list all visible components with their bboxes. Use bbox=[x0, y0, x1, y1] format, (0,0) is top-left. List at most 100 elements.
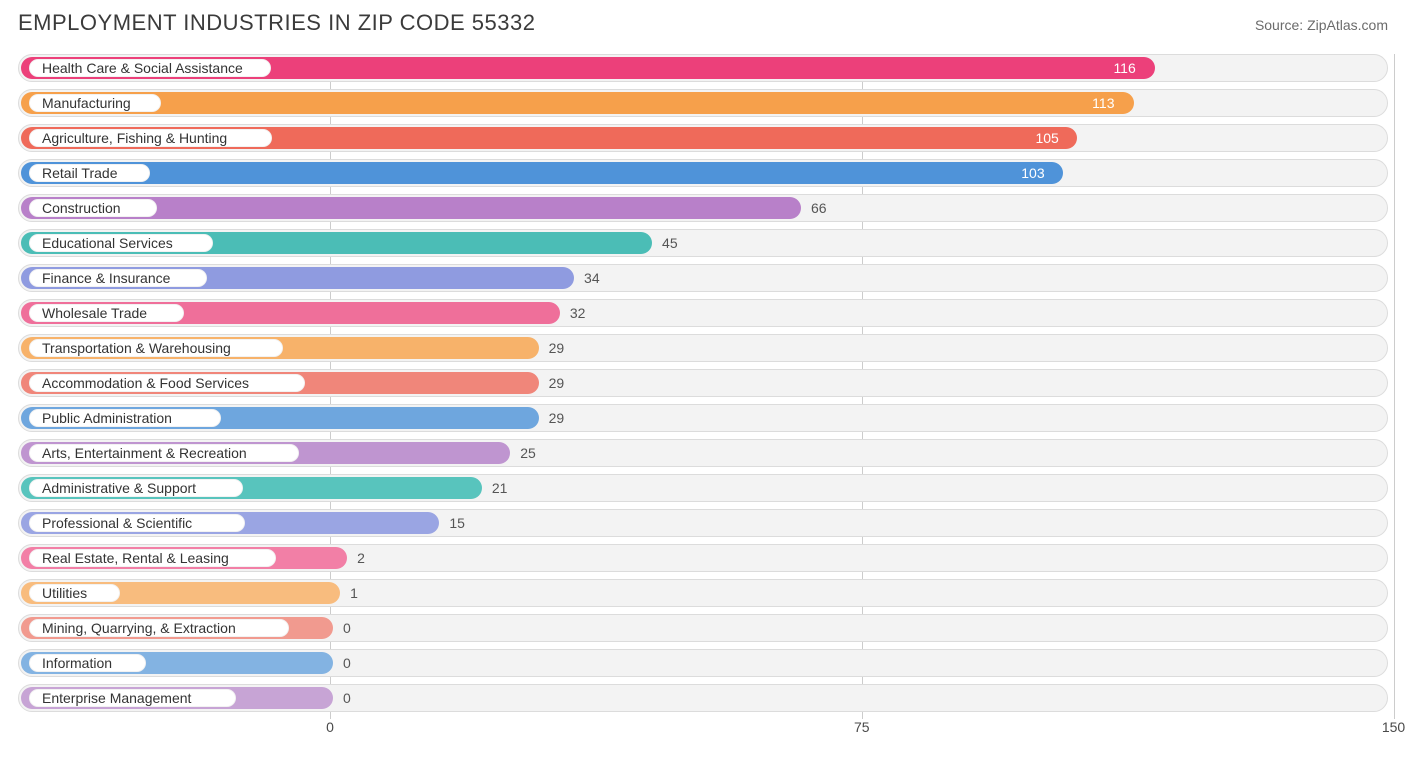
bar-row: Wholesale Trade 32 bbox=[18, 299, 1388, 327]
bar-label-pill: Public Administration bbox=[29, 409, 221, 427]
chart-title: EMPLOYMENT INDUSTRIES IN ZIP CODE 55332 bbox=[18, 10, 536, 36]
bar-row-inner: Construction bbox=[19, 195, 1387, 221]
bar bbox=[21, 92, 1134, 114]
header: EMPLOYMENT INDUSTRIES IN ZIP CODE 55332 … bbox=[18, 10, 1388, 36]
bar-value: 29 bbox=[549, 370, 565, 396]
bar-value: 0 bbox=[343, 650, 351, 676]
bar-label: Information bbox=[42, 655, 112, 671]
bar-value: 25 bbox=[520, 440, 536, 466]
bar-row: Manufacturing 113 bbox=[18, 89, 1388, 117]
bar-label: Public Administration bbox=[42, 410, 172, 426]
bar-label-pill: Construction bbox=[29, 199, 157, 217]
bar-value: 32 bbox=[570, 300, 586, 326]
bar-row-inner: Health Care & Social Assistance bbox=[19, 55, 1387, 81]
bar-value: 21 bbox=[492, 475, 508, 501]
bar-label-pill: Retail Trade bbox=[29, 164, 150, 182]
bar-label: Transportation & Warehousing bbox=[42, 340, 231, 356]
bar-row-inner: Accommodation & Food Services bbox=[19, 370, 1387, 396]
bar-row: Real Estate, Rental & Leasing 2 bbox=[18, 544, 1388, 572]
bar-row: Agriculture, Fishing & Hunting 105 bbox=[18, 124, 1388, 152]
x-axis-tick: 0 bbox=[326, 719, 334, 735]
bar-row: Transportation & Warehousing 29 bbox=[18, 334, 1388, 362]
bar-row: Accommodation & Food Services 29 bbox=[18, 369, 1388, 397]
bar-row: Health Care & Social Assistance116 bbox=[18, 54, 1388, 82]
bar-row: Public Administration 29 bbox=[18, 404, 1388, 432]
bar-label: Agriculture, Fishing & Hunting bbox=[42, 130, 227, 146]
bar-label: Educational Services bbox=[42, 235, 173, 251]
bar-row-inner: Enterprise Management bbox=[19, 685, 1387, 711]
bar-label-pill: Manufacturing bbox=[29, 94, 161, 112]
bar-value: 15 bbox=[449, 510, 465, 536]
bar-row: Finance & Insurance 34 bbox=[18, 264, 1388, 292]
bar-label: Utilities bbox=[42, 585, 87, 601]
bar-row: Arts, Entertainment & Recreation 25 bbox=[18, 439, 1388, 467]
bar-value: 0 bbox=[343, 615, 351, 641]
employment-bar-chart: Health Care & Social Assistance116 Manufa… bbox=[18, 54, 1388, 743]
bar-row: Enterprise Management 0 bbox=[18, 684, 1388, 712]
x-axis-tick: 150 bbox=[1382, 719, 1405, 735]
bar-value: 0 bbox=[343, 685, 351, 711]
bar-row-inner: Wholesale Trade bbox=[19, 300, 1387, 326]
bar-label: Manufacturing bbox=[42, 95, 131, 111]
bar-label-pill: Information bbox=[29, 654, 146, 672]
bar-row: Retail Trade 103 bbox=[18, 159, 1388, 187]
bar-row-inner: Arts, Entertainment & Recreation bbox=[19, 440, 1387, 466]
bar-label-pill: Mining, Quarrying, & Extraction bbox=[29, 619, 289, 637]
bar-row-inner: Public Administration bbox=[19, 405, 1387, 431]
bar-row: Utilities 1 bbox=[18, 579, 1388, 607]
bar-label-pill: Transportation & Warehousing bbox=[29, 339, 283, 357]
bar-label-pill: Wholesale Trade bbox=[29, 304, 184, 322]
bar-label: Real Estate, Rental & Leasing bbox=[42, 550, 229, 566]
bar-row-inner: Educational Services bbox=[19, 230, 1387, 256]
bar-label-pill: Enterprise Management bbox=[29, 689, 236, 707]
bar-label: Enterprise Management bbox=[42, 690, 191, 706]
bar-value: 103 bbox=[1021, 160, 1044, 186]
bar-row-inner: Mining, Quarrying, & Extraction bbox=[19, 615, 1387, 641]
bar-value: 2 bbox=[357, 545, 365, 571]
bar-value: 113 bbox=[1092, 90, 1114, 116]
bar-row-inner: Administrative & Support bbox=[19, 475, 1387, 501]
bar-row: Professional & Scientific 15 bbox=[18, 509, 1388, 537]
bar-label: Mining, Quarrying, & Extraction bbox=[42, 620, 236, 636]
bar-label-pill: Health Care & Social Assistance bbox=[29, 59, 271, 77]
bar-row-inner: Transportation & Warehousing bbox=[19, 335, 1387, 361]
bar-row-inner: Information bbox=[19, 650, 1387, 676]
bar bbox=[21, 162, 1063, 184]
bar-row: Construction 66 bbox=[18, 194, 1388, 222]
bar-row-inner: Real Estate, Rental & Leasing bbox=[19, 545, 1387, 571]
bar-value: 105 bbox=[1035, 125, 1058, 151]
bar-value: 1 bbox=[350, 580, 358, 606]
bar-label: Accommodation & Food Services bbox=[42, 375, 249, 391]
x-axis: 075150 bbox=[18, 719, 1388, 743]
bar-label-pill: Administrative & Support bbox=[29, 479, 243, 497]
bar-value: 29 bbox=[549, 335, 565, 361]
bar-label: Arts, Entertainment & Recreation bbox=[42, 445, 247, 461]
bar-value: 45 bbox=[662, 230, 678, 256]
bar-row: Mining, Quarrying, & Extraction 0 bbox=[18, 614, 1388, 642]
source-attribution: Source: ZipAtlas.com bbox=[1255, 17, 1388, 33]
bar-row-inner: Professional & Scientific bbox=[19, 510, 1387, 536]
gridline bbox=[1394, 54, 1395, 719]
bar-label-pill: Arts, Entertainment & Recreation bbox=[29, 444, 299, 462]
bar-label-pill: Utilities bbox=[29, 584, 120, 602]
bar-label-pill: Educational Services bbox=[29, 234, 213, 252]
bar-row-inner: Manufacturing bbox=[19, 90, 1387, 116]
bar-label: Health Care & Social Assistance bbox=[42, 60, 243, 76]
bar-label: Administrative & Support bbox=[42, 480, 196, 496]
x-axis-tick: 75 bbox=[854, 719, 870, 735]
bar-row-inner: Utilities bbox=[19, 580, 1387, 606]
bar-row: Administrative & Support 21 bbox=[18, 474, 1388, 502]
bar-label-pill: Real Estate, Rental & Leasing bbox=[29, 549, 276, 567]
bar-row-inner: Retail Trade bbox=[19, 160, 1387, 186]
bar-label: Professional & Scientific bbox=[42, 515, 192, 531]
bar-label-pill: Finance & Insurance bbox=[29, 269, 207, 287]
bar-value: 29 bbox=[549, 405, 565, 431]
bar-label: Construction bbox=[42, 200, 121, 216]
bar-value: 66 bbox=[811, 195, 827, 221]
bar-row: Educational Services 45 bbox=[18, 229, 1388, 257]
bar-value: 34 bbox=[584, 265, 600, 291]
bar-label-pill: Professional & Scientific bbox=[29, 514, 245, 532]
bar-label: Wholesale Trade bbox=[42, 305, 147, 321]
bar-row-inner: Agriculture, Fishing & Hunting bbox=[19, 125, 1387, 151]
bar-row: Information 0 bbox=[18, 649, 1388, 677]
